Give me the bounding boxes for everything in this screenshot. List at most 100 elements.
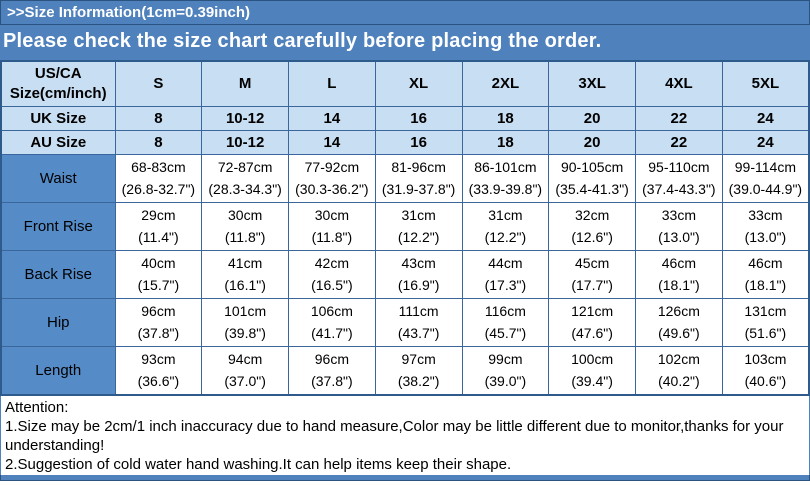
measurement-value-cell: 30cm (11.8") — [288, 202, 376, 251]
measurement-value-cell: 33cm (13.0") — [721, 202, 810, 251]
conversion-value-cell: 18 — [461, 130, 550, 155]
attention-heading: Attention: — [5, 399, 69, 416]
size-column-header: 4XL — [635, 60, 723, 107]
measurement-value-cell: 96cm (37.8") — [288, 346, 376, 396]
measurement-value-cell: 101cm (39.8") — [201, 298, 289, 347]
measurement-inch-value: (37.8") — [137, 324, 180, 341]
measurement-inch-value: (43.7") — [397, 324, 440, 341]
measurement-cm-value: 96cm — [314, 350, 349, 367]
measurement-cm-value: 33cm — [748, 206, 783, 223]
measurement-cm-value: 116cm — [484, 302, 526, 319]
bottom-divider-bar — [0, 475, 810, 481]
measurement-inch-value: (18.1") — [744, 276, 787, 293]
size-column-header: M — [201, 60, 289, 107]
size-column-header: 5XL — [721, 60, 810, 107]
measurement-inch-value: (12.2") — [484, 228, 527, 245]
measurement-value-cell: 68-83cm (26.8-32.7") — [114, 154, 203, 203]
measurement-value-cell: 29cm (11.4") — [114, 202, 203, 251]
size-column-header: 2XL — [461, 60, 550, 107]
measurement-cm-value: 90-105cm — [560, 158, 624, 175]
measurement-cm-value: 96cm — [141, 302, 176, 319]
measurement-value-cell: 99-114cm (39.0-44.9") — [721, 154, 810, 203]
measurement-inch-value: (39.8") — [224, 324, 266, 341]
conversion-value-cell: 22 — [635, 130, 723, 155]
measurement-value-cell: 111cm (43.7") — [374, 298, 463, 347]
conversion-value-cell: 18 — [461, 106, 550, 131]
measurement-inch-value: (17.3") — [484, 276, 527, 293]
conversion-row-label: AU Size — [0, 130, 116, 155]
measurement-cm-value: 31cm — [488, 206, 523, 223]
measurement-cm-value: 94cm — [228, 350, 263, 367]
measurement-cm-value: 46cm — [748, 254, 783, 271]
measurement-cm-value: 77-92cm — [304, 158, 360, 175]
measurement-row-label: Front Rise — [0, 202, 116, 251]
measurement-row: Front Rise 29cm (11.4") 30cm (11.8") 30cm (11.… — [0, 202, 810, 251]
attention-notes-list: 1.Size may be 2cm/1 inch inaccuracy due … — [5, 417, 805, 474]
measurement-cm-value: 102cm — [657, 350, 700, 367]
size-info-title-bar: >>Size Information(1cm=0.39inch) — [0, 0, 810, 25]
measurement-value-cell: 77-92cm (30.3-36.2") — [288, 154, 376, 203]
conversion-value-cell: 14 — [288, 106, 376, 131]
measurement-cm-value: 43cm — [401, 254, 436, 271]
measurement-value-cell: 99cm (39.0") — [461, 346, 550, 396]
conversion-value-cell: 10-12 — [201, 130, 289, 155]
measurement-inch-value: (37.8") — [311, 372, 353, 389]
measurement-inch-value: (33.9-39.8") — [468, 180, 543, 197]
measurement-value-cell: 106cm (41.7") — [288, 298, 376, 347]
measurement-value-cell: 81-96cm (31.9-37.8") — [374, 154, 463, 203]
measurement-inch-value: (12.2") — [397, 228, 440, 245]
measurement-cm-value: 68-83cm — [131, 158, 186, 175]
measurement-value-cell: 46cm (18.1") — [721, 250, 810, 299]
measurement-cm-value: 99cm — [488, 350, 523, 367]
measurement-inch-value: (30.3-36.2") — [295, 180, 369, 197]
measurement-value-cell: 94cm (37.0") — [201, 346, 289, 396]
measurement-cm-value: 46cm — [661, 254, 696, 271]
measurement-value-cell: 31cm (12.2") — [461, 202, 550, 251]
measurement-cm-value: 30cm — [314, 206, 349, 223]
size-column-header: S — [114, 60, 203, 107]
conversion-value-cell: 24 — [721, 106, 810, 131]
conversion-value-cell: 14 — [288, 130, 376, 155]
measurement-cm-value: 41cm — [228, 254, 263, 271]
measurement-inch-value: (13.0") — [744, 228, 787, 245]
measurement-value-cell: 32cm (12.6") — [548, 202, 636, 251]
measurement-inch-value: (51.6") — [744, 324, 787, 341]
size-column-header: L — [288, 60, 376, 107]
measurement-inch-value: (38.2") — [397, 372, 440, 389]
attention-note-line: 2.Suggestion of cold water hand washing.… — [5, 456, 512, 473]
header-banner: >>Size Information(1cm=0.39inch) Please … — [0, 0, 810, 60]
measurement-inch-value: (45.7") — [484, 324, 527, 341]
measurement-value-cell: 31cm (12.2") — [374, 202, 463, 251]
measurement-inch-value: (47.6") — [571, 324, 613, 341]
measurement-row-label: Back Rise — [0, 250, 116, 299]
measurement-inch-value: (15.7") — [137, 276, 180, 293]
measurement-cm-value: 106cm — [310, 302, 353, 319]
measurement-value-cell: 102cm (40.2") — [635, 346, 723, 396]
measurement-inch-value: (40.2") — [658, 372, 700, 389]
measurement-inch-value: (12.6") — [571, 228, 613, 245]
measurement-value-cell: 126cm (49.6") — [635, 298, 723, 347]
measurement-value-cell: 33cm (13.0") — [635, 202, 723, 251]
corner-label-cell: US/CA Size(cm/inch) — [0, 60, 116, 107]
measurement-inch-value: (16.5") — [311, 276, 353, 293]
conversion-row: UK Size 8 10-12 14 16 18 20 22 24 — [0, 106, 810, 131]
measurement-cm-value: 97cm — [401, 350, 436, 367]
conversion-value-cell: 8 — [114, 106, 203, 131]
measurement-inch-value: (37.4-43.3") — [642, 180, 716, 197]
measurement-cm-value: 32cm — [575, 206, 610, 223]
measurement-inch-value: (11.8") — [311, 228, 353, 245]
measurement-value-cell: 43cm (16.9") — [374, 250, 463, 299]
attention-section: Attention: 1.Size may be 2cm/1 inch inac… — [0, 396, 810, 475]
measurement-inch-value: (28.3-34.3") — [208, 180, 282, 197]
measurement-cm-value: 100cm — [571, 350, 614, 367]
conversion-row: AU Size 8 10-12 14 16 18 20 22 24 — [0, 130, 810, 155]
measurement-inch-value: (16.9") — [397, 276, 440, 293]
measurement-row: Back Rise 40cm (15.7") 41cm (16.1") 42cm (16.5… — [0, 250, 810, 299]
measurement-row: Length 93cm (36.6") 94cm (37.0") 96cm (37.8") 9… — [0, 346, 810, 396]
measurement-inch-value: (35.4-41.3") — [555, 180, 629, 197]
measurement-value-cell: 97cm (38.2") — [374, 346, 463, 396]
measurement-cm-value: 45cm — [575, 254, 610, 271]
measurement-row-label: Length — [0, 346, 116, 396]
conversion-value-cell: 8 — [114, 130, 203, 155]
